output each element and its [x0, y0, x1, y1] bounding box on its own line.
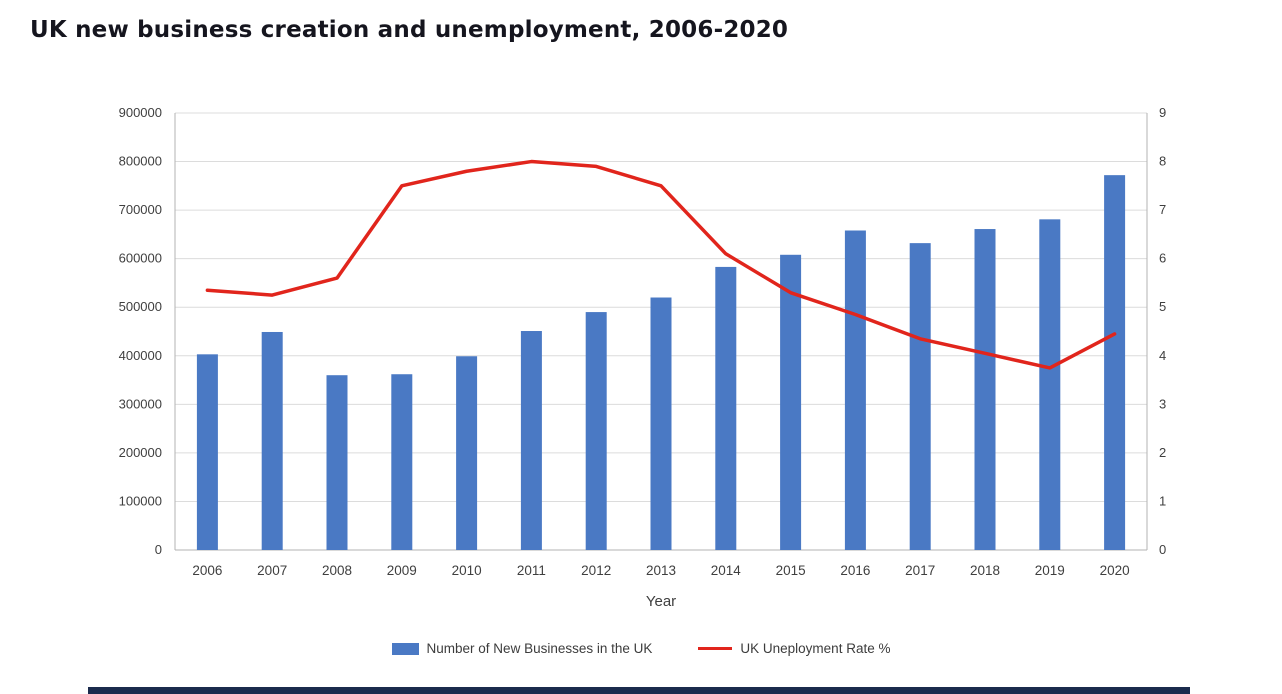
- svg-text:400000: 400000: [119, 348, 162, 363]
- svg-text:5: 5: [1159, 299, 1166, 314]
- svg-text:0: 0: [155, 542, 162, 557]
- svg-text:600000: 600000: [119, 251, 162, 266]
- svg-text:2018: 2018: [970, 563, 1000, 578]
- svg-text:6: 6: [1159, 251, 1166, 266]
- svg-text:4: 4: [1159, 348, 1166, 363]
- svg-text:2010: 2010: [452, 563, 482, 578]
- legend-label-bars: Number of New Businesses in the UK: [426, 641, 653, 656]
- svg-text:800000: 800000: [119, 154, 162, 169]
- legend-item-line: UK Uneployment Rate %: [698, 641, 890, 656]
- legend-label-line: UK Uneployment Rate %: [740, 641, 891, 656]
- svg-text:500000: 500000: [119, 299, 162, 314]
- svg-text:2012: 2012: [581, 563, 611, 578]
- svg-text:2008: 2008: [322, 563, 352, 578]
- chart-title: UK new business creation and unemploymen…: [30, 17, 789, 43]
- svg-text:2009: 2009: [387, 563, 417, 578]
- svg-text:2015: 2015: [776, 563, 806, 578]
- footer-accent-bar: [88, 687, 1190, 694]
- chart-legend: Number of New Businesses in the UK UK Un…: [0, 641, 1282, 656]
- svg-text:2007: 2007: [257, 563, 287, 578]
- svg-text:8: 8: [1159, 154, 1166, 169]
- svg-text:100000: 100000: [119, 493, 162, 508]
- svg-text:0: 0: [1159, 542, 1166, 557]
- svg-text:9: 9: [1159, 105, 1166, 120]
- svg-text:2011: 2011: [517, 563, 546, 578]
- legend-item-bars: Number of New Businesses in the UK: [391, 641, 653, 656]
- line-series-swatch: [698, 646, 733, 651]
- svg-text:Year: Year: [646, 593, 676, 610]
- svg-text:2016: 2016: [840, 563, 870, 578]
- svg-text:2: 2: [1159, 445, 1166, 460]
- svg-text:2014: 2014: [711, 563, 742, 578]
- svg-text:2019: 2019: [1035, 563, 1065, 578]
- svg-text:3: 3: [1159, 396, 1166, 411]
- svg-text:200000: 200000: [119, 445, 162, 460]
- svg-text:1: 1: [1159, 493, 1166, 508]
- svg-text:700000: 700000: [119, 202, 162, 217]
- svg-text:7: 7: [1159, 202, 1166, 217]
- svg-text:2013: 2013: [646, 563, 676, 578]
- svg-text:2020: 2020: [1100, 563, 1130, 578]
- svg-text:2017: 2017: [905, 563, 935, 578]
- svg-text:2006: 2006: [192, 563, 222, 578]
- svg-text:300000: 300000: [119, 396, 162, 411]
- svg-text:900000: 900000: [119, 105, 162, 120]
- bar-series-swatch: [391, 642, 419, 655]
